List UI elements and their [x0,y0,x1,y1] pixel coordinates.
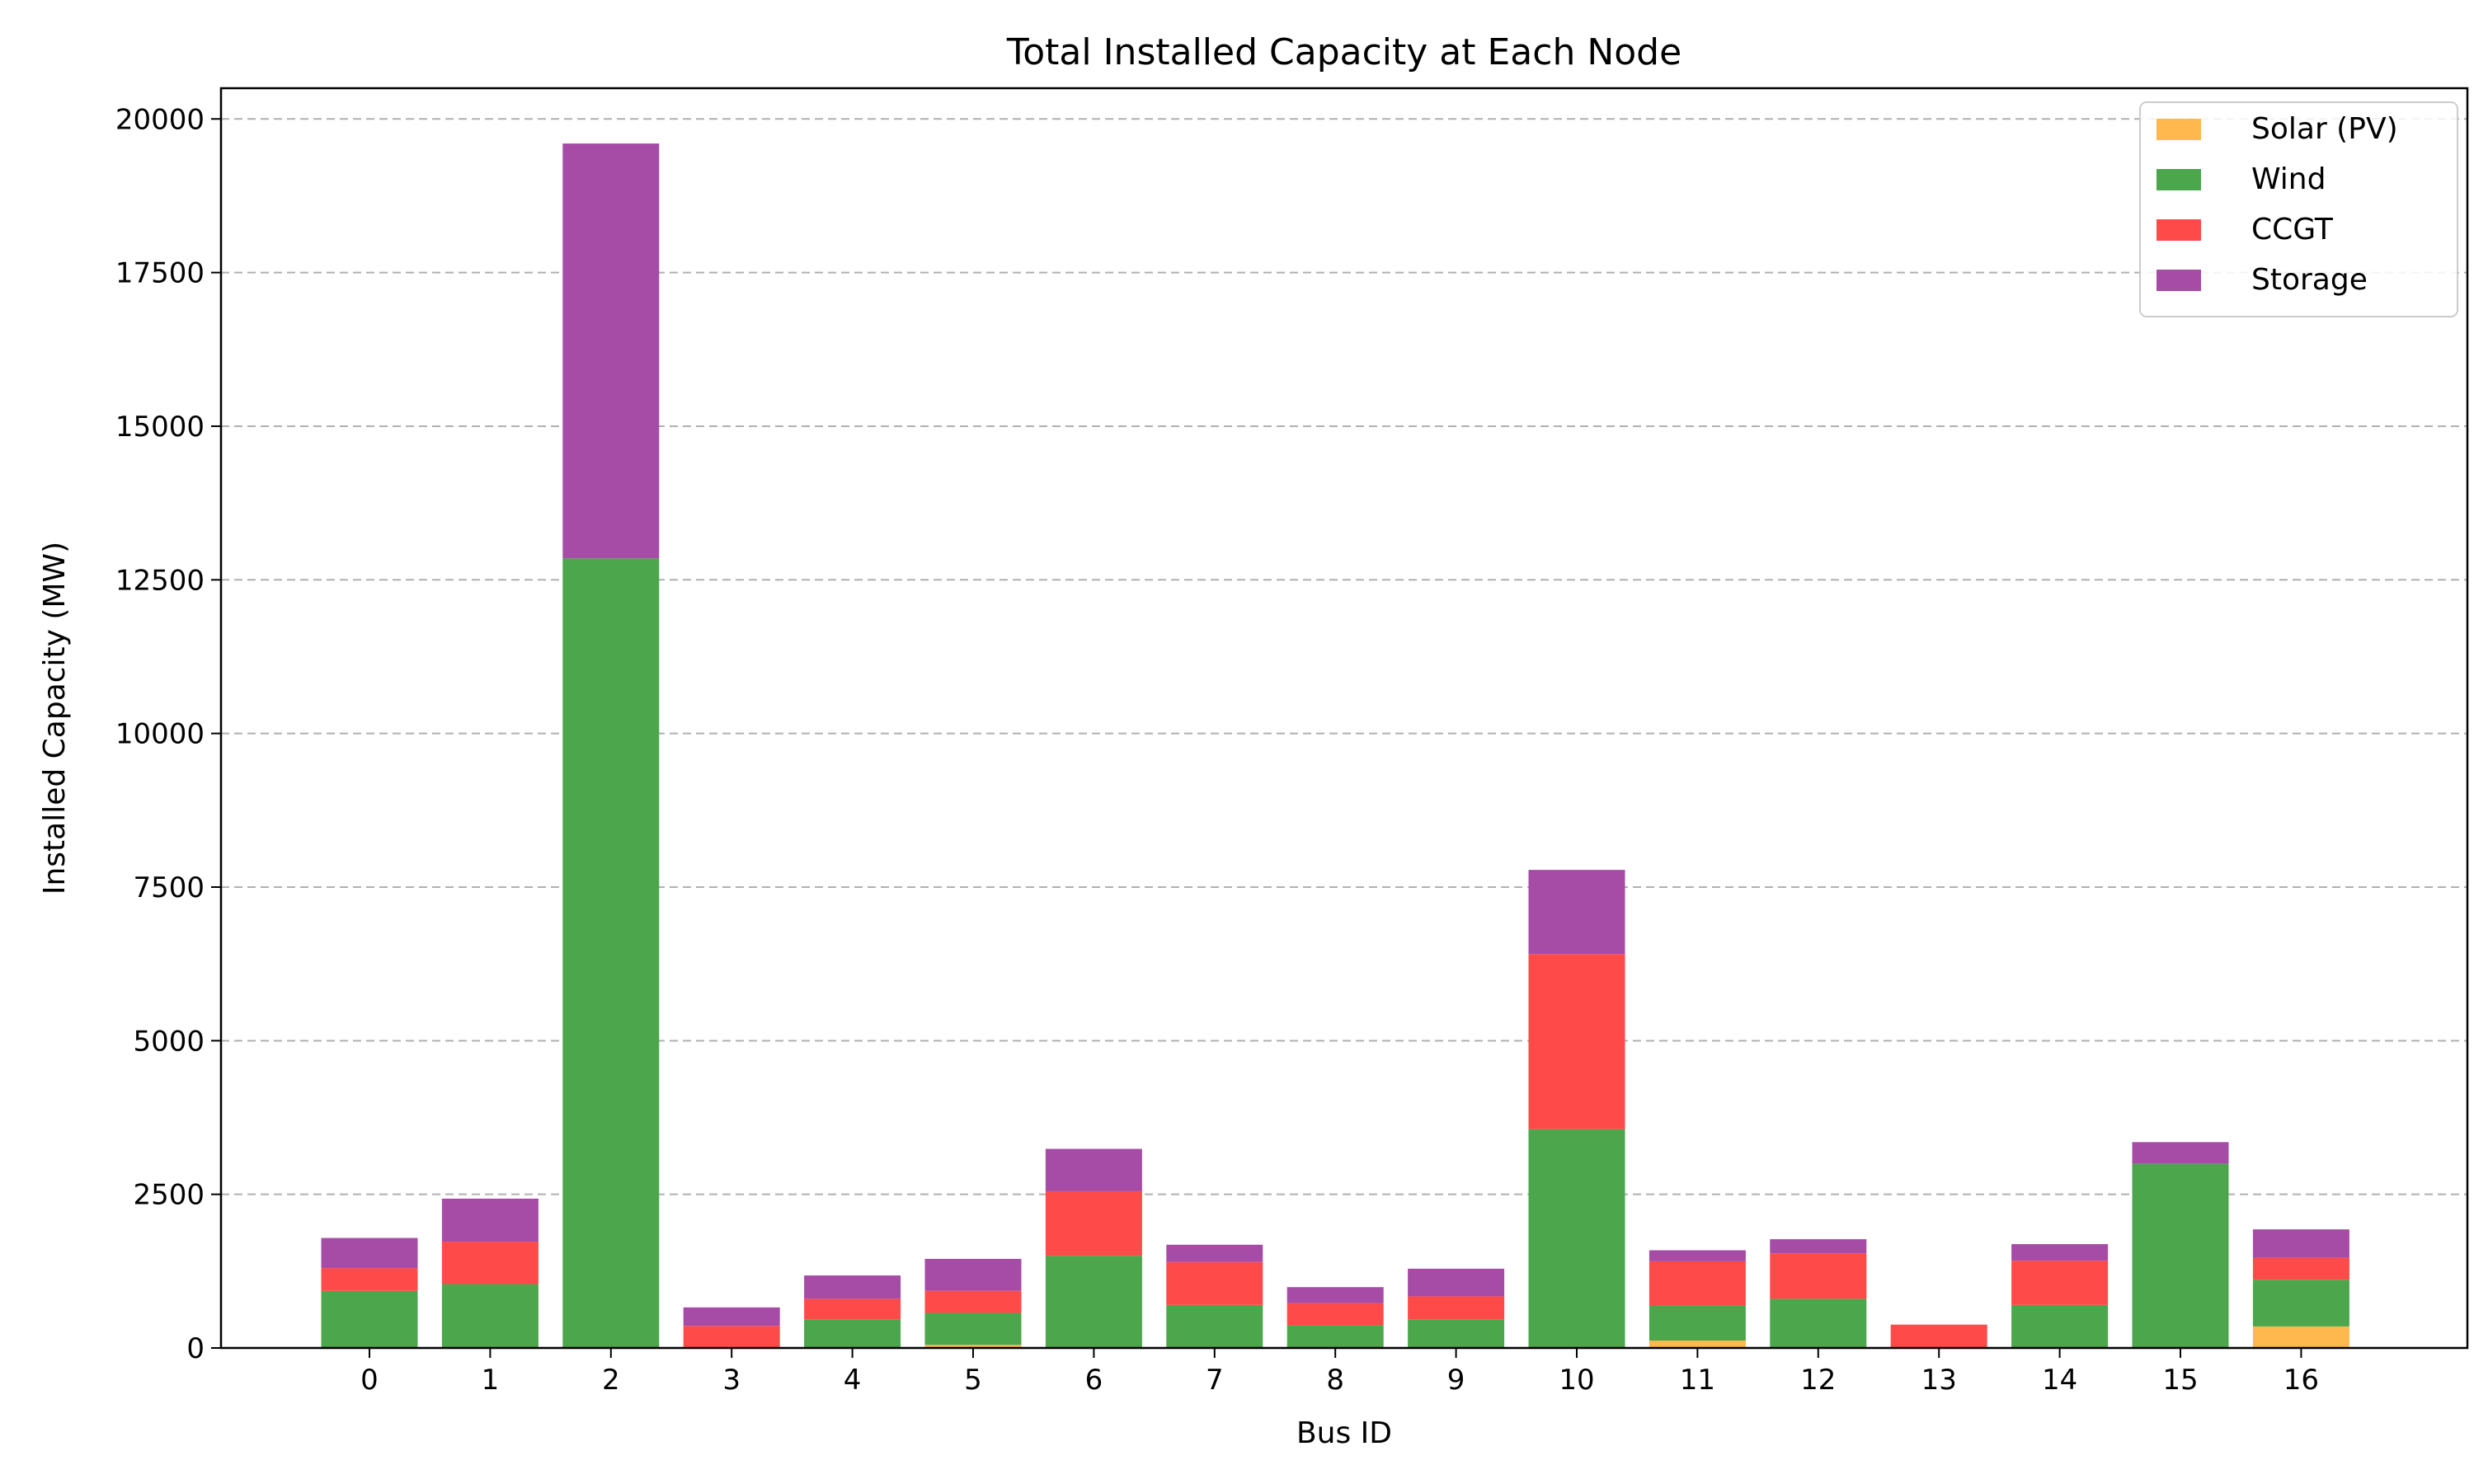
legend-label: Wind [2251,162,2326,196]
bar-segment [1166,1304,1263,1348]
bar-segment [1649,1305,1746,1341]
x-axis-label: Bus ID [1296,1416,1392,1450]
bar-segment [1045,1148,1142,1191]
legend-label: Storage [2251,263,2368,297]
bar-segment [1286,1325,1384,1348]
bar-segment [2011,1261,2109,1305]
bar-segment [1528,1129,1625,1348]
bar-segment [2011,1244,2109,1261]
bar-segment [1528,954,1625,1129]
legend-label: Solar (PV) [2251,112,2398,146]
bar-segment [1770,1239,1867,1254]
series-wind [321,558,2349,1348]
x-tick-label: 8 [1326,1364,1344,1397]
x-tick-label: 16 [2284,1364,2319,1397]
bar-segment [1408,1296,1505,1320]
bar-segment [2252,1229,2349,1258]
bar-segment [321,1290,418,1348]
x-tick-label: 5 [964,1364,982,1397]
bar-segment [321,1268,418,1291]
x-tick-label: 12 [1800,1364,1836,1397]
plot-frame [219,87,2469,1350]
x-tick-label: 7 [1206,1364,1224,1397]
bar-segment [2252,1257,2349,1280]
bar-segment [1166,1261,1263,1305]
x-tick-label: 11 [1680,1364,1715,1397]
bar-segment [1890,1324,1987,1348]
x-tick-label: 14 [2042,1364,2077,1397]
bar-segment [683,1307,780,1327]
bar-segment [1528,870,1625,955]
bar-segment [562,143,660,559]
bar-segment [924,1313,1022,1345]
legend-swatch [2157,219,2201,241]
bar-segment [804,1319,901,1348]
legend-label: CCGT [2251,213,2334,247]
bar-segment [2252,1326,2349,1348]
bar-segment [1408,1268,1505,1297]
bar-segment [924,1258,1022,1291]
bar-segment [1045,1190,1142,1256]
x-tick-label: 1 [482,1364,500,1397]
bar-segment [924,1290,1022,1313]
bar-segment [1286,1287,1384,1303]
x-tick-label: 15 [2162,1364,2198,1397]
series-solar-pv [924,1326,2349,1348]
bar-segment [441,1198,539,1242]
bar-segment [804,1275,901,1299]
series-ccgt [321,954,2349,1348]
bar-segment [2011,1304,2109,1348]
y-tick-label: 5000 [133,1025,205,1058]
y-axis-ticks: 0 2500 5000 7500 10000 12500 15000 17500 20000 [115,103,221,1365]
bar-segment [2132,1163,2229,1348]
y-tick-label: 10000 [115,718,205,751]
y-tick-label: 12500 [115,564,205,597]
y-tick-label: 15000 [115,411,205,444]
x-tick-label: 3 [722,1364,741,1397]
x-tick-label: 0 [360,1364,379,1397]
chart-title: Total Installed Capacity at Each Node [1006,31,1681,73]
x-tick-label: 6 [1085,1364,1103,1397]
bar-segment [2252,1280,2349,1327]
bar-segment [441,1284,539,1348]
legend: Solar (PV) Wind CCGT Storage [2139,101,2458,317]
bar-segment [683,1326,780,1348]
x-axis-ticks: 0 1 2 3 4 5 6 7 8 9 10 11 12 13 14 15 16 [360,1348,2319,1397]
series-storage [321,143,2349,1327]
bar-segment [2132,1142,2229,1164]
y-tick-label: 0 [186,1332,205,1365]
y-tick-label: 7500 [133,871,205,904]
x-tick-label: 2 [602,1364,620,1397]
grid-lines [221,118,2467,1195]
x-tick-label: 9 [1447,1364,1465,1397]
bar-segment [1649,1341,1746,1348]
x-tick-label: 10 [1559,1364,1594,1397]
bar-segment [1286,1303,1384,1326]
legend-swatch [2157,270,2201,291]
bar-segment [1166,1244,1263,1262]
legend-swatch [2157,169,2201,190]
bar-segment [562,558,660,1348]
bar-segment [321,1237,418,1269]
legend-box [2139,101,2458,317]
bar-segment [1045,1256,1142,1348]
bar-segment [804,1298,901,1320]
bar-segment [1770,1298,1867,1348]
bars [321,143,2349,1348]
bar-segment [1408,1319,1505,1348]
x-tick-label: 4 [844,1364,862,1397]
bar-segment [441,1242,539,1284]
y-tick-label: 2500 [133,1179,205,1212]
legend-swatch [2157,119,2201,140]
bar-segment [924,1345,1022,1348]
y-tick-label: 17500 [115,257,205,290]
bar-segment [1649,1250,1746,1261]
y-axis-label: Installed Capacity (MW) [38,542,72,895]
x-tick-label: 13 [1921,1364,1957,1397]
y-tick-label: 20000 [115,103,205,136]
bar-segment [1770,1253,1867,1299]
bar-segment [1649,1261,1746,1306]
